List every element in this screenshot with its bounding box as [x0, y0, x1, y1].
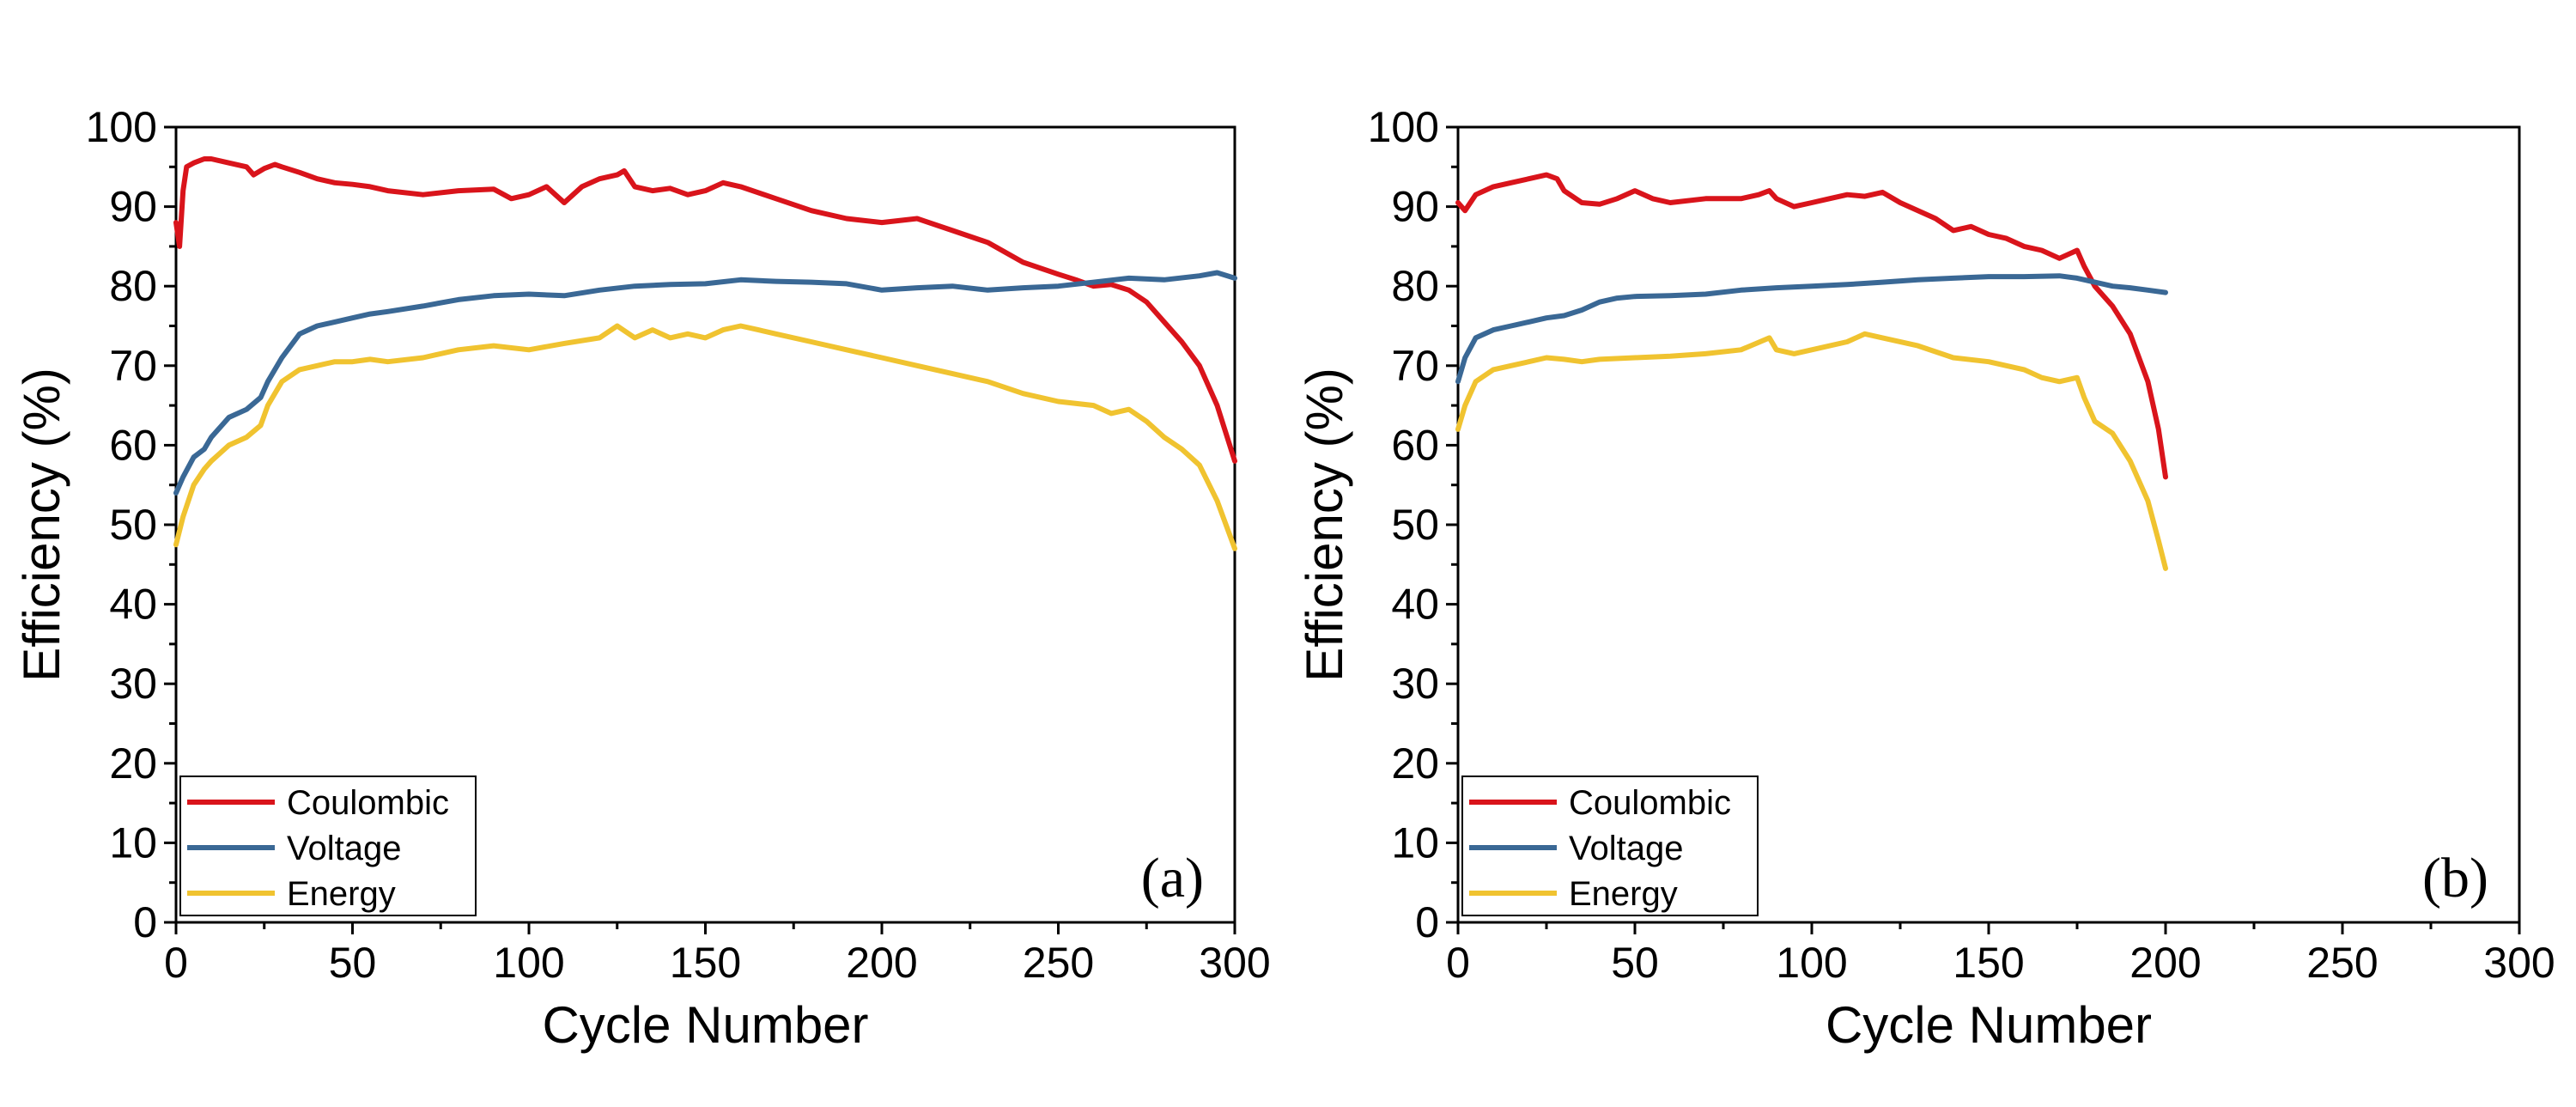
y-tick-label: 90 — [109, 183, 157, 231]
y-tick-label: 30 — [109, 660, 157, 708]
x-tick-label: 250 — [2306, 939, 2378, 987]
y-tick-label: 80 — [1391, 262, 1439, 310]
x-axis-title: Cycle Number — [542, 996, 868, 1054]
panel-label: (b) — [2422, 847, 2488, 909]
y-tick-label: 70 — [1391, 342, 1439, 390]
y-tick-label: 30 — [1391, 660, 1439, 708]
y-tick-label: 40 — [109, 581, 157, 629]
y-tick-label: 60 — [109, 421, 157, 469]
y-tick-label: 10 — [1391, 818, 1439, 867]
y-tick-label: 50 — [1391, 501, 1439, 549]
panel-label: (a) — [1141, 847, 1204, 909]
legend-label: Energy — [1569, 875, 1678, 913]
x-tick-label: 100 — [1776, 939, 1847, 987]
x-tick-label: 100 — [493, 939, 564, 987]
x-tick-label: 50 — [329, 939, 377, 987]
y-tick-label: 10 — [109, 818, 157, 867]
legend-label: Coulombic — [1569, 784, 1731, 822]
y-tick-label: 20 — [1391, 739, 1439, 788]
x-tick-label: 50 — [1611, 939, 1659, 987]
x-tick-label: 0 — [164, 939, 188, 987]
y-tick-label: 100 — [1368, 103, 1439, 151]
x-tick-label: 0 — [1446, 939, 1470, 987]
x-tick-label: 150 — [1953, 939, 2024, 987]
y-tick-label: 90 — [1391, 183, 1439, 231]
y-tick-label: 0 — [1415, 898, 1439, 946]
y-tick-label: 50 — [109, 501, 157, 549]
legend-label: Energy — [287, 875, 396, 913]
series-line-coulombic — [1455, 172, 2168, 480]
x-tick-label: 200 — [846, 939, 917, 987]
chart-panel-b: 0 10 20 30 40 50 60 70 80 90 100 0 50 100 150 200 250 300… — [1296, 103, 2555, 1054]
y-tick-label: 40 — [1391, 581, 1439, 629]
y-tick-label: 80 — [109, 262, 157, 310]
series-line-voltage — [1455, 273, 2168, 385]
series-line-voltage — [173, 270, 1237, 496]
x-axis-title: Cycle Number — [1826, 996, 2152, 1054]
legend-label: Voltage — [287, 830, 401, 867]
y-tick-label: 70 — [109, 342, 157, 390]
y-tick-label: 60 — [1391, 421, 1439, 469]
y-axis-title: Efficiency (%) — [1296, 368, 1353, 682]
legend-label: Voltage — [1569, 830, 1683, 867]
legend-label: Coulombic — [287, 784, 449, 822]
y-tick-label: 20 — [109, 739, 157, 788]
x-tick-label: 200 — [2129, 939, 2201, 987]
y-axis-title: Efficiency (%) — [13, 368, 70, 682]
y-tick-label: 100 — [86, 103, 157, 151]
series-line-coulombic — [173, 156, 1237, 464]
x-tick-label: 300 — [1199, 939, 1270, 987]
chart-panel-a: 0 10 20 30 40 50 60 70 80 90 100 0 50 100 150 200 250 300… — [13, 103, 1271, 1054]
series-line-energy — [173, 323, 1237, 551]
x-tick-label: 250 — [1023, 939, 1094, 987]
series-line-energy — [1455, 331, 2168, 571]
x-tick-label: 300 — [2483, 939, 2555, 987]
y-tick-label: 0 — [133, 898, 157, 946]
x-tick-label: 150 — [670, 939, 741, 987]
